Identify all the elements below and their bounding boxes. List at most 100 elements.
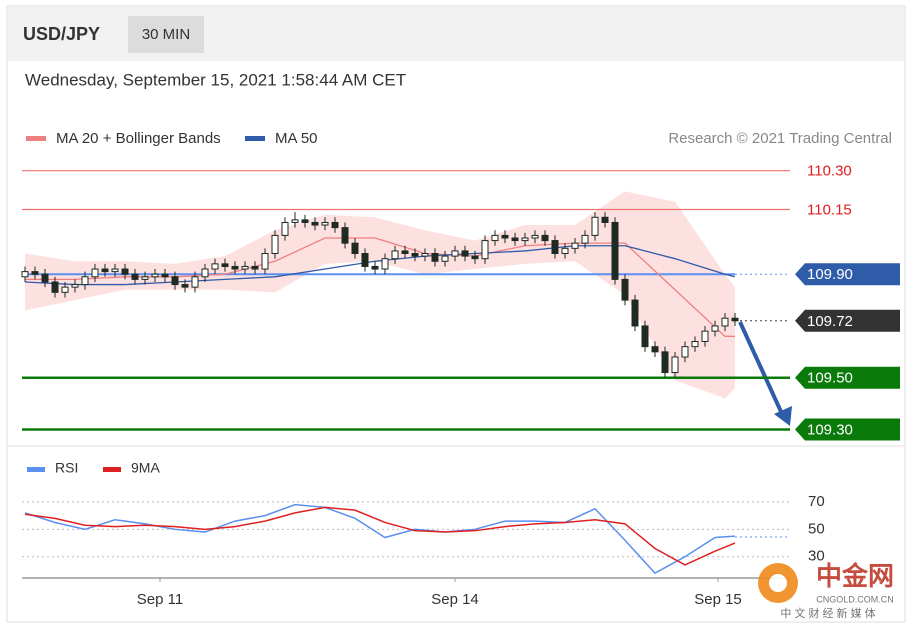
candle-body <box>351 242 359 255</box>
candle-body <box>521 237 529 242</box>
legend-swatch <box>103 467 121 472</box>
legend-label: RSI <box>55 460 78 476</box>
candle-body <box>341 227 349 244</box>
watermark-slogan: 中 文 财 经 新 媒 体 <box>780 606 875 620</box>
arrow-head <box>774 406 792 426</box>
candle-body <box>131 273 139 280</box>
candle-body <box>91 268 99 278</box>
candle-body <box>291 219 299 223</box>
candle-body <box>561 247 569 255</box>
candle-body <box>471 255 479 260</box>
candle-body <box>391 250 399 260</box>
level-label: 110.30 <box>807 163 852 180</box>
candle-body <box>731 317 739 322</box>
level-badge <box>795 263 900 286</box>
candle-body <box>151 273 159 278</box>
candle-body <box>51 281 59 293</box>
legend-label: MA 20 + Bollinger Bands <box>56 130 221 147</box>
candle-body <box>531 234 539 239</box>
candle-body <box>231 265 239 270</box>
candle-body <box>71 284 79 288</box>
legend-swatch <box>26 136 46 141</box>
candle-body <box>481 240 489 260</box>
level-label: 109.50 <box>807 370 853 387</box>
candle-body <box>61 286 69 293</box>
candle-body <box>421 253 429 257</box>
candle-body <box>31 271 39 275</box>
candle-body <box>211 263 219 270</box>
candle-body <box>301 219 309 223</box>
level-badge <box>795 309 900 332</box>
candle-body <box>711 325 719 332</box>
candle-body <box>541 234 549 242</box>
legend-swatch <box>27 467 45 472</box>
candle-body <box>141 276 149 280</box>
candle-body <box>161 273 169 278</box>
candle-body <box>41 273 49 283</box>
ma-line <box>24 245 736 286</box>
candle-body <box>181 284 189 288</box>
candle-body <box>641 325 649 348</box>
candle-body <box>311 221 319 226</box>
candle-body <box>451 250 459 257</box>
candle-body <box>331 221 339 229</box>
logo-inner <box>769 574 787 592</box>
timeframe-box <box>128 16 204 53</box>
candle-body <box>261 253 269 270</box>
candle-body <box>191 276 199 288</box>
candle-body <box>371 265 379 270</box>
symbol: USD/JPY <box>23 24 100 44</box>
candle-body <box>241 265 249 270</box>
x-tick-label: Sep 15 <box>694 591 742 608</box>
candle-body <box>81 276 89 286</box>
timestamp: Wednesday, September 15, 2021 1:58:44 AM… <box>25 70 406 89</box>
candle-body <box>701 330 709 342</box>
level-badge <box>795 418 900 441</box>
candle-body <box>121 268 129 275</box>
candle-body <box>491 234 499 242</box>
candle-body <box>651 346 659 353</box>
candle-body <box>501 234 509 239</box>
candle-body <box>101 268 109 273</box>
watermark-name: 中金网 <box>816 561 894 591</box>
level-label: 109.90 <box>807 266 853 283</box>
y-tick-label: 70 <box>808 493 825 510</box>
legend-label: 9MA <box>131 460 160 476</box>
candle-body <box>571 242 579 249</box>
candle-body <box>111 268 119 273</box>
level-badge <box>795 366 900 389</box>
level-label: 109.30 <box>807 421 853 438</box>
candle-body <box>631 299 639 327</box>
watermark: 中金网 CNGOLD.COM.CN 中 文 财 经 新 媒 体 <box>758 561 894 620</box>
candle-body <box>661 351 669 374</box>
candle-body <box>431 253 439 262</box>
y-tick-label: 50 <box>808 520 825 537</box>
candle-body <box>551 240 559 255</box>
candle-body <box>721 317 729 327</box>
candle-body <box>321 221 329 226</box>
candle-body <box>401 250 409 255</box>
candle-body <box>361 253 369 267</box>
indicator-line <box>24 503 736 575</box>
forecast-arrow <box>738 321 785 417</box>
candle-body <box>611 221 619 280</box>
candle-body <box>681 346 689 358</box>
candle-body <box>601 216 609 223</box>
candle-body <box>591 216 599 236</box>
timeframe: 30 MIN <box>142 26 190 43</box>
credit: Research © 2021 Trading Central <box>668 130 892 147</box>
x-tick-label: Sep 11 <box>137 591 183 608</box>
candle-body <box>381 258 389 270</box>
candle-body <box>411 253 419 257</box>
legend-swatch <box>245 136 265 141</box>
candle-body <box>461 250 469 257</box>
x-tick-label: Sep 14 <box>431 591 479 608</box>
candle-body <box>621 278 629 301</box>
y-tick-label: 30 <box>808 548 825 565</box>
candle-body <box>271 234 279 255</box>
legend-label: MA 50 <box>275 130 318 147</box>
candle-body <box>441 255 449 262</box>
level-label: 110.15 <box>807 201 852 218</box>
frame <box>6 5 906 623</box>
